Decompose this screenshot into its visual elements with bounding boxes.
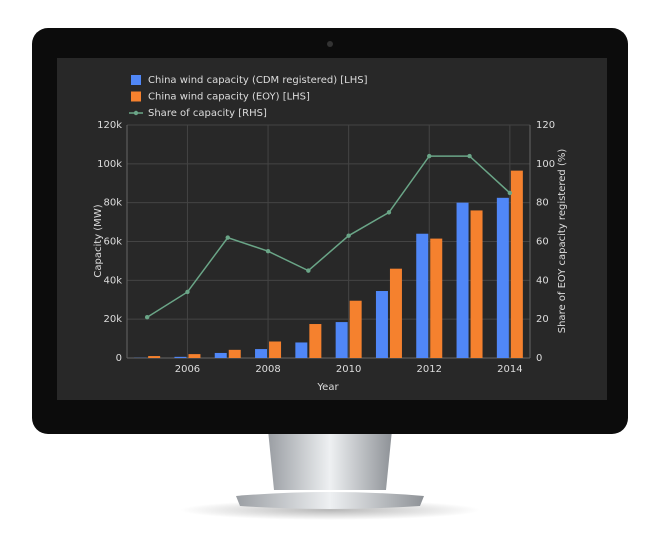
bar [497, 198, 509, 358]
point [387, 210, 391, 214]
bar [471, 210, 483, 358]
bar [511, 171, 523, 358]
bar [295, 342, 307, 358]
bar [269, 341, 281, 358]
point [346, 233, 350, 237]
point [145, 315, 149, 319]
bar [416, 234, 428, 358]
y-tick-label: 80k [103, 198, 122, 209]
bar [376, 291, 388, 358]
legend-swatch [131, 92, 141, 102]
bar [350, 301, 362, 358]
y-axis-title: Capacity (MW) [93, 204, 104, 277]
point [427, 154, 431, 158]
stand-neck [268, 430, 392, 490]
point [185, 290, 189, 294]
bar [430, 239, 442, 358]
legend-swatch [134, 111, 138, 115]
point [508, 191, 512, 195]
bar [174, 357, 186, 358]
y2-tick-label: 20 [536, 314, 549, 325]
y-tick-label: 100k [97, 159, 122, 170]
y-tick-label: 40k [103, 275, 122, 286]
bar [457, 203, 469, 358]
legend-label: Share of capacity [RHS] [148, 108, 267, 119]
x-axis-title: Year [316, 382, 339, 393]
point [306, 268, 310, 272]
y2-tick-label: 0 [536, 353, 542, 364]
point [226, 235, 230, 239]
stand-base [236, 492, 424, 509]
bar [188, 354, 200, 358]
y2-tick-label: 80 [536, 198, 549, 209]
bar [229, 350, 241, 358]
y2-tick-label: 60 [536, 237, 549, 248]
point [266, 249, 270, 253]
bar [336, 322, 348, 358]
x-tick-label: 2006 [175, 364, 200, 375]
legend-label: China wind capacity (EOY) [LHS] [148, 92, 310, 103]
bar [215, 353, 227, 358]
legend-label: China wind capacity (CDM registered) [LH… [148, 75, 368, 86]
y2-tick-label: 40 [536, 275, 549, 286]
y-tick-label: 20k [103, 314, 122, 325]
screen [57, 58, 607, 400]
y2-axis-title: Share of EOY capacity registered (%) [557, 149, 568, 334]
y-tick-label: 120k [97, 120, 122, 131]
y-tick-label: 60k [103, 237, 122, 248]
x-tick-label: 2010 [336, 364, 361, 375]
point [467, 154, 471, 158]
bar [309, 324, 321, 358]
x-tick-label: 2012 [417, 364, 442, 375]
bar [148, 356, 160, 358]
camera [327, 41, 333, 47]
x-tick-label: 2008 [255, 364, 280, 375]
x-tick-label: 2014 [497, 364, 522, 375]
bar [390, 269, 402, 358]
y2-tick-label: 100 [536, 159, 555, 170]
legend-swatch [131, 75, 141, 85]
y2-tick-label: 120 [536, 120, 555, 131]
y-tick-label: 0 [116, 353, 122, 364]
bar [255, 349, 267, 358]
